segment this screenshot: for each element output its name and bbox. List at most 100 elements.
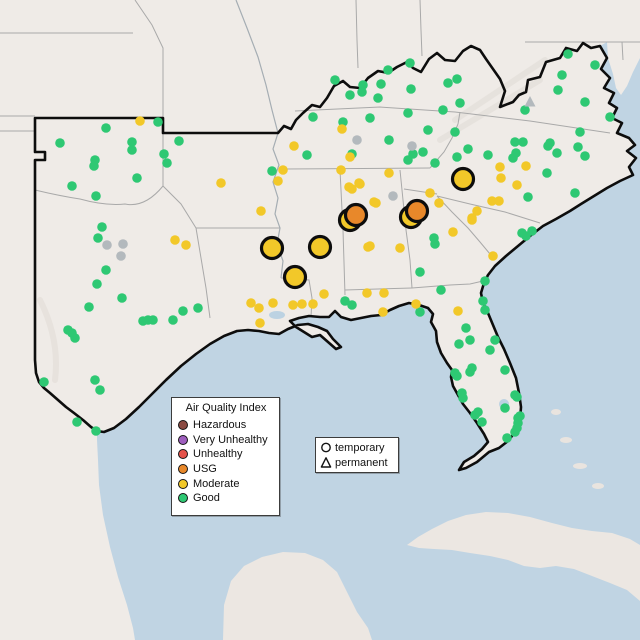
station-dot (488, 251, 498, 261)
temporary-circle-icon (321, 442, 331, 453)
station-dot (193, 303, 203, 313)
station-large-circle (343, 202, 369, 228)
aqi-legend-items: Hazardous Very Unhealthy Unhealthy USG Moder… (178, 418, 274, 506)
station-dot (376, 79, 386, 89)
marker-type-legend: temporary permanent (315, 437, 399, 473)
station-dot (256, 206, 266, 216)
aqi-legend: Air Quality Index Hazardous Very Unhealth… (171, 397, 280, 516)
station-dot (289, 141, 299, 151)
station-dot (450, 127, 460, 137)
station-dot (90, 375, 100, 385)
aqi-legend-item-very_unhealthy: Very Unhealthy (178, 433, 274, 448)
moderate-swatch-icon (178, 478, 188, 489)
station-dot (450, 368, 460, 378)
station-dot (517, 228, 527, 238)
station-dot (463, 144, 473, 154)
permanent-triangle-icon (320, 457, 332, 468)
station-dot (55, 138, 65, 148)
station-large-circle (259, 235, 285, 261)
station-dot (521, 161, 531, 171)
very_unhealthy-swatch-icon (178, 434, 188, 445)
station-dot (552, 148, 562, 158)
station-dot (39, 377, 49, 387)
station-dot (127, 145, 137, 155)
aqi-legend-item-label: Moderate (193, 477, 240, 490)
station-large-circle (450, 166, 476, 192)
station-dot (148, 315, 158, 325)
station-dot (95, 385, 105, 395)
station-dot (92, 279, 102, 289)
station-dot (162, 158, 172, 168)
station-dot (557, 70, 567, 80)
station-dot (93, 233, 103, 243)
station-dot (254, 303, 264, 313)
station-dot (575, 127, 585, 137)
station-dot (467, 213, 477, 223)
station-dot (91, 191, 101, 201)
station-dot (352, 135, 362, 145)
station-dot (510, 427, 520, 437)
station-dot (72, 417, 82, 427)
station-dot (483, 150, 493, 160)
station-dot (216, 178, 226, 188)
station-large-circle (404, 198, 430, 224)
state-borders (0, 0, 640, 319)
station-dot (403, 155, 413, 165)
station-dot (502, 433, 512, 443)
aqi-legend-item-label: USG (193, 463, 217, 476)
station-dot (127, 137, 137, 147)
station-dot (455, 98, 465, 108)
station-dot (378, 307, 388, 317)
station-dot (336, 165, 346, 175)
aqi-legend-title: Air Quality Index (185, 402, 267, 414)
usg-swatch-icon (178, 464, 188, 475)
station-dot (116, 251, 126, 261)
station-dot (288, 300, 298, 310)
station-dot (573, 142, 583, 152)
station-dot (97, 222, 107, 232)
station-dot (465, 367, 475, 377)
station-dot (302, 150, 312, 160)
station-dot (500, 365, 510, 375)
station-dot (347, 300, 357, 310)
station-dot (159, 149, 169, 159)
hazardous-swatch-icon (178, 420, 188, 431)
station-dot (430, 158, 440, 168)
station-dot (84, 302, 94, 312)
station-dot (454, 339, 464, 349)
station-dot (168, 315, 178, 325)
station-dot (117, 293, 127, 303)
station-dot (89, 161, 99, 171)
station-dot (472, 206, 482, 216)
station-dot (384, 168, 394, 178)
station-dot (518, 137, 528, 147)
station-dot (490, 335, 500, 345)
station-dot (590, 60, 600, 70)
station-dot (510, 137, 520, 147)
station-dot (355, 179, 365, 189)
station-dot (605, 112, 615, 122)
station-dot (496, 173, 506, 183)
station-dot (485, 345, 495, 355)
station-dot (118, 239, 128, 249)
station-dot (425, 188, 435, 198)
station-dot (495, 162, 505, 172)
station-dot (273, 176, 283, 186)
station-dot (415, 267, 425, 277)
station-dot (308, 299, 318, 309)
station-dot (135, 116, 145, 126)
good-swatch-icon (178, 493, 188, 504)
station-dot (545, 138, 555, 148)
station-dot (542, 168, 552, 178)
station-dot (70, 333, 80, 343)
station-dot (371, 198, 381, 208)
aqi-legend-item-label: Very Unhealthy (193, 433, 268, 446)
aqi-legend-item-hazardous: Hazardous (178, 418, 274, 433)
station-dot (297, 299, 307, 309)
station-dot (470, 410, 480, 420)
station-dot (418, 147, 428, 157)
station-dot (268, 298, 278, 308)
station-dot (520, 105, 530, 115)
